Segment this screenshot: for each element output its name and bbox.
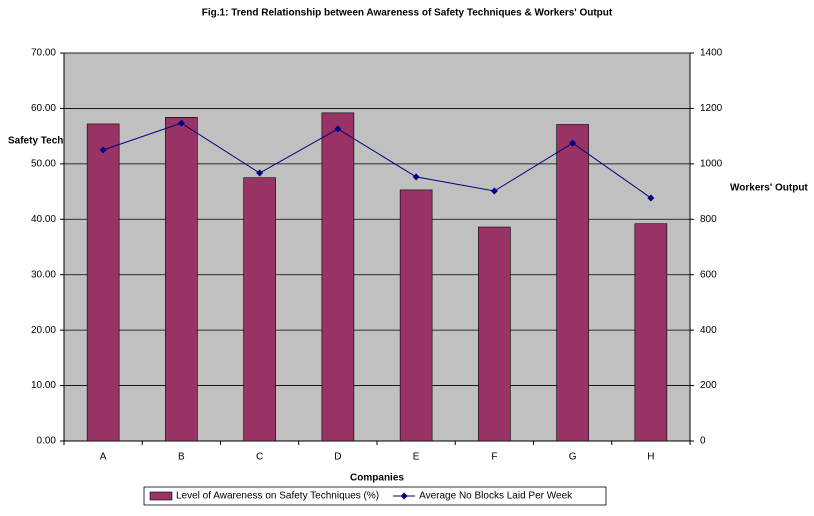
y2-tick-label: 0 xyxy=(700,436,706,447)
bar xyxy=(243,177,276,442)
marker xyxy=(490,187,498,195)
y-tick-label: 30.00 xyxy=(31,269,56,280)
y2-tick-label: 400 xyxy=(700,325,717,336)
y2-axis-label: Workers' Output xyxy=(730,183,808,194)
legend-box xyxy=(143,486,607,506)
y-tick-label: 20.00 xyxy=(31,325,56,336)
bar xyxy=(634,223,668,442)
legend-marker xyxy=(400,492,408,500)
bar xyxy=(478,226,511,442)
marker xyxy=(569,139,577,147)
x-tick-label: C xyxy=(256,452,263,463)
marker xyxy=(412,173,420,181)
bar xyxy=(321,112,355,442)
line xyxy=(102,122,652,199)
legend-label: Average No Blocks Laid Per Week xyxy=(419,491,573,502)
bar xyxy=(86,123,120,442)
y2-tick-label: 1200 xyxy=(700,103,723,114)
marker xyxy=(99,146,107,154)
y2-tick-label: 600 xyxy=(700,269,717,280)
plot-area xyxy=(63,52,691,442)
bar xyxy=(556,124,589,442)
marker xyxy=(177,119,185,127)
legend-label: Level of Awareness on Safety Techniques … xyxy=(176,491,379,502)
bar xyxy=(165,116,198,442)
x-tick-label: F xyxy=(491,452,497,463)
y-tick-label: 0.00 xyxy=(37,436,57,447)
x-tick-label: D xyxy=(334,452,341,463)
chart-title: Fig.1: Trend Relationship between Awaren… xyxy=(202,8,613,19)
marker xyxy=(334,125,342,133)
y2-tick-label: 1000 xyxy=(700,158,723,169)
x-tick-label: B xyxy=(178,452,185,463)
marker xyxy=(647,194,655,202)
marker xyxy=(256,169,264,177)
y-tick-label: 10.00 xyxy=(31,380,56,391)
x-tick-label: E xyxy=(413,452,420,463)
legend-swatch xyxy=(149,491,173,501)
x-tick-label: G xyxy=(569,452,577,463)
x-tick-label: A xyxy=(100,452,107,463)
y2-tick-label: 1400 xyxy=(700,48,723,59)
y-tick-label: 60.00 xyxy=(31,103,56,114)
y-tick-label: 40.00 xyxy=(31,214,56,225)
x-axis-label: Companies xyxy=(350,473,404,484)
x-tick-label: H xyxy=(647,452,654,463)
y-tick-label: 70.00 xyxy=(31,48,56,59)
bar xyxy=(399,189,433,442)
y2-tick-label: 800 xyxy=(700,214,717,225)
y-tick-label: 50.00 xyxy=(31,158,56,169)
y2-tick-label: 200 xyxy=(700,380,717,391)
